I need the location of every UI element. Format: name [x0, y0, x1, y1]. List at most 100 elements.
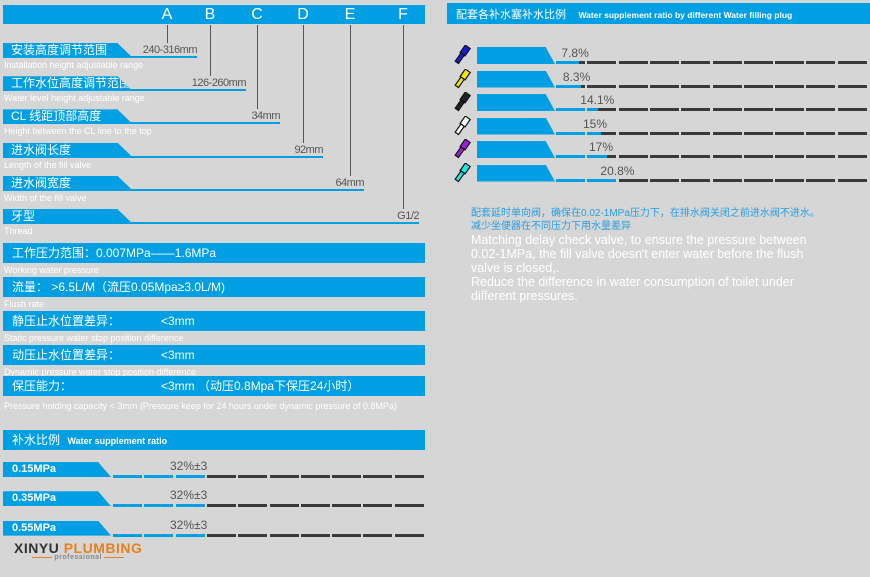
- plug-bar-fill: [556, 178, 585, 182]
- dimension-value: G1/2: [397, 210, 419, 222]
- plug-bar-segment: [649, 61, 679, 64]
- dimension-leader-line: [167, 25, 168, 43]
- supplement-bar-segment: [300, 533, 330, 537]
- dimension-label-en: Installation height adjustable range: [4, 60, 144, 70]
- dimension-letter: C: [251, 6, 263, 23]
- supplement-bar-segment: [175, 504, 205, 508]
- dimension-leader-line: [210, 25, 211, 77]
- plug-bar-segment: [681, 178, 711, 182]
- dimension-label: 进水阀宽度: [3, 175, 133, 191]
- spec-label: 静压止水位置差异：: [12, 314, 121, 328]
- supplement-bar-segment: [363, 504, 393, 508]
- plug-bar-segment: [775, 178, 805, 182]
- dimension-label: 安装高度调节范围: [3, 43, 133, 58]
- supplement-bar-segment: [300, 504, 330, 508]
- supplement-bar-segment: [332, 533, 362, 537]
- plug-bar-segment: [806, 178, 836, 182]
- plug-ratio-value: 7.8%: [561, 46, 589, 60]
- supplement-bar-segment: [363, 475, 393, 478]
- dimension-letter: A: [161, 6, 173, 23]
- supplement-bar-segment: [113, 475, 142, 478]
- supplement-bar-segment: [113, 533, 142, 537]
- plug-bar-fill: [587, 108, 599, 111]
- spec-value: <3mm: [161, 348, 195, 362]
- plug-bar-segment: [649, 155, 679, 158]
- spec-label: 流量： >6.5L/M（流压0.05Mpa≥3.0L/M): [12, 280, 225, 294]
- plug-ratio-value: 8.3%: [562, 69, 591, 84]
- dimension-value: 64mm: [335, 176, 364, 189]
- spec-value: <3mm: [161, 314, 195, 328]
- supplement-bar-segment: [144, 504, 174, 508]
- dimension-letter: B: [204, 6, 216, 23]
- supplement-bar-segment: [238, 504, 268, 508]
- plug-bar-segment: [587, 108, 617, 111]
- plug-bar-fill: [587, 155, 607, 158]
- dimension-leader-line: [303, 25, 304, 143]
- supplement-bar-segment: [144, 533, 174, 537]
- plug-bar-segment: [712, 178, 742, 182]
- filling-plug-icon: [452, 67, 472, 89]
- dimension-value: 126-260mm: [191, 77, 247, 90]
- plug-bar-fill: [587, 131, 601, 135]
- spec-row: 工作压力范围：0.007MPa——1.6MPa: [3, 243, 425, 263]
- spec-row: 静压止水位置差异： <3mm: [3, 311, 425, 331]
- spec-label: 保压能力：: [12, 379, 73, 393]
- plug-ratio-tab: [477, 47, 555, 64]
- plug-bar-segment: [837, 155, 867, 158]
- plug-ratio-tab: [477, 164, 555, 182]
- plug-bar-segment: [681, 155, 711, 158]
- supplement-bar-segment: [332, 504, 362, 508]
- supplement-bar-segment: [394, 533, 424, 537]
- plug-bar-segment: [743, 108, 773, 111]
- supplement-bar-segment: [175, 475, 205, 478]
- plug-bar-segment: [775, 108, 805, 111]
- spec-label-en: Pressure holding capacity < 3mm (Pressur…: [4, 401, 397, 411]
- supplement-bar-segment: [269, 504, 299, 508]
- plug-bar-segment: [712, 84, 742, 88]
- plug-bar-fill: [556, 108, 585, 111]
- plug-bar-segment: [587, 131, 617, 135]
- dimension-value: 34mm: [251, 110, 280, 123]
- description-en-3: valve is closed,.: [471, 261, 560, 275]
- filling-plug-icon: [452, 44, 472, 65]
- supplement-bar-segment: [206, 504, 236, 508]
- supplement-bar-segment: [394, 504, 424, 508]
- plug-bar-segment: [806, 84, 836, 88]
- supplement-bar-segment: [144, 475, 174, 478]
- supplement-bar-segment: [206, 533, 236, 537]
- dimension-header: [3, 5, 425, 24]
- description-en-4: Reduce the difference in water consumpti…: [471, 275, 794, 289]
- plug-bar-segment: [681, 61, 711, 64]
- plug-bar-segment: [837, 84, 867, 88]
- dimension-value: 92mm: [294, 143, 323, 156]
- logo-brand-1: XINYU: [14, 540, 60, 556]
- plug-bar-segment: [775, 131, 805, 135]
- plug-bar-segment: [618, 61, 648, 64]
- plug-bar-segment: [743, 155, 773, 158]
- plug-bar-segment: [743, 84, 773, 88]
- supplement-value: 32%±3: [170, 459, 208, 473]
- filling-plug-icon: [452, 138, 472, 159]
- dimension-underline: [3, 222, 419, 224]
- spec-label: 动压止水位置差异：: [12, 348, 121, 362]
- dimension-letter: F: [398, 6, 408, 23]
- supplement-bar-segment: [206, 475, 236, 478]
- supplement-title-en: Water supplement ratio: [67, 436, 168, 446]
- dimension-underline: [3, 122, 280, 125]
- plug-bar-segment: [618, 178, 648, 182]
- plug-bar-segment: [806, 108, 836, 111]
- plug-bar-segment: [712, 61, 742, 64]
- plug-ratio-tab: [477, 117, 555, 135]
- dimension-leader-line: [257, 25, 258, 110]
- plug-bar-segment: [649, 178, 679, 182]
- plug-bar-fill: [587, 178, 617, 182]
- plug-bar-fill: [556, 131, 585, 135]
- spec-label: 工作压力范围：0.007MPa——1.6MPa: [12, 246, 217, 260]
- supplement-bar-segment: [363, 533, 393, 537]
- plug-ratio-value: 17%: [589, 140, 614, 154]
- description-cn-1: 配套延时单向阀，确保在0.02-1MPa压力下，在排水阀关闭之前进水阀不进水。: [471, 208, 820, 219]
- spec-row: 动压止水位置差异： <3mm: [3, 345, 425, 365]
- plugs-title-en: Water supplement ratio by different Wate…: [578, 10, 793, 20]
- plug-bar-segment: [743, 61, 773, 64]
- plug-bar-segment: [775, 61, 805, 64]
